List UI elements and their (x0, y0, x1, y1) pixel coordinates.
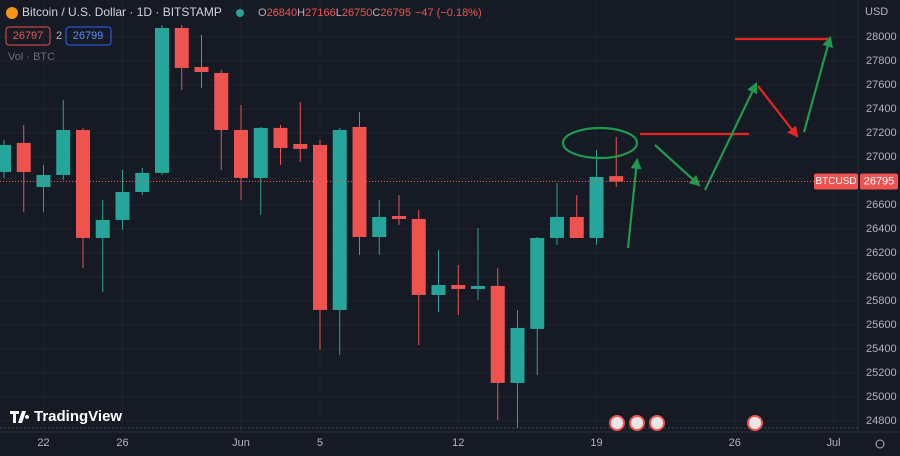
candle-body (530, 237, 545, 329)
arrow (626, 157, 642, 249)
x-tick-label: 19 (590, 437, 602, 449)
y-tick-label: 26000 (866, 271, 897, 283)
bid: 26797 (13, 30, 44, 42)
candle-body (135, 172, 150, 192)
candle-body (194, 66, 209, 72)
candle-body (16, 142, 31, 172)
candle-body (56, 129, 71, 175)
x-tick-label: 12 (452, 437, 464, 449)
y-tick-label: 25000 (866, 391, 897, 403)
candle-body (392, 216, 406, 219)
candle-body (589, 177, 604, 238)
x-tick-label: Jul (826, 437, 840, 449)
y-tick-label: 26400 (866, 223, 897, 235)
y-tick-label: 27600 (866, 79, 897, 91)
y-tick-label: 25400 (866, 343, 897, 355)
status-dot (236, 9, 244, 17)
arrow (704, 82, 758, 191)
candle-body (36, 174, 51, 187)
candle-body (174, 27, 189, 68)
y-tick-label: 26200 (866, 247, 897, 259)
ask-box[interactable] (65, 26, 112, 46)
candle-body (0, 144, 11, 172)
candle-body (76, 129, 90, 238)
candle-body (550, 216, 564, 238)
candle-body (431, 285, 446, 295)
y-tick-label: 28000 (866, 31, 897, 43)
candle-body (372, 216, 387, 237)
logo: TradingView (34, 408, 122, 425)
candle-body (510, 327, 525, 383)
ellipse (561, 126, 639, 160)
event-icons (609, 415, 763, 431)
price-box (860, 173, 898, 190)
candle-body (609, 176, 624, 182)
legend-change: −47 (−0.18%) (415, 7, 482, 19)
symbol-box (814, 173, 858, 190)
x-tick-label: Jun (232, 437, 250, 449)
x-tick-label: 22 (37, 437, 49, 449)
bid-box[interactable] (5, 26, 51, 46)
candle-body (411, 219, 426, 295)
y-tick-label: 27400 (866, 103, 897, 115)
candle-body (332, 129, 347, 310)
settings-icon[interactable] (875, 439, 885, 449)
arrow (654, 144, 701, 187)
legend-key: C (372, 7, 380, 19)
x-tick-label: 26 (729, 437, 741, 449)
y-tick-label: 26600 (866, 199, 897, 211)
legend-key: L (336, 7, 342, 19)
ask: 26799 (73, 30, 104, 42)
legend-value: 27166 (305, 7, 336, 19)
price-label: 26795 (864, 175, 895, 187)
arrow (802, 35, 833, 133)
legend-key: O (258, 7, 267, 19)
candle-body (471, 285, 485, 289)
candle-body (490, 285, 505, 383)
legend-value: 26750 (342, 7, 373, 19)
candle-body (95, 219, 110, 238)
candle-body (253, 127, 268, 178)
candle-body (569, 216, 584, 238)
symbol-label: BTCUSD (815, 176, 856, 187)
candle-body (451, 285, 466, 289)
y-tick-label: 27800 (866, 55, 897, 67)
x-tick-label: 5 (317, 437, 323, 449)
candle-body (115, 192, 130, 220)
currency[interactable]: USD (865, 6, 888, 18)
spread: 2 (56, 30, 62, 42)
title: Bitcoin / U.S. Dollar · 1D · BITSTAMP (22, 5, 222, 19)
logo-icon (10, 411, 30, 423)
legend-value: 26840 (267, 7, 298, 19)
legend-value: 26795 (380, 7, 411, 19)
candle-body (214, 72, 229, 130)
drawings (561, 35, 833, 249)
candle-body (155, 27, 169, 173)
legend-key: H (297, 7, 305, 19)
volume-label: Vol · BTC (8, 51, 55, 63)
y-tick-label: 25800 (866, 295, 897, 307)
candles (0, 24, 624, 428)
y-tick-label: 24800 (866, 415, 897, 427)
candle-body (273, 127, 288, 148)
arrow (757, 85, 799, 138)
y-tick-label: 27000 (866, 151, 897, 163)
candle-body (234, 129, 248, 178)
candle-body (313, 144, 327, 310)
y-tick-label: 25200 (866, 367, 897, 379)
ohlc-legend: O26840H27166L26750C26795 −47 (−0.18%) (258, 7, 482, 19)
y-tick-label: 25600 (866, 319, 897, 331)
x-tick-label: 26 (116, 437, 128, 449)
y-tick-label: 27200 (866, 127, 897, 139)
candle-body (352, 126, 367, 237)
candle-body (293, 144, 308, 149)
coin-icon (6, 7, 18, 19)
